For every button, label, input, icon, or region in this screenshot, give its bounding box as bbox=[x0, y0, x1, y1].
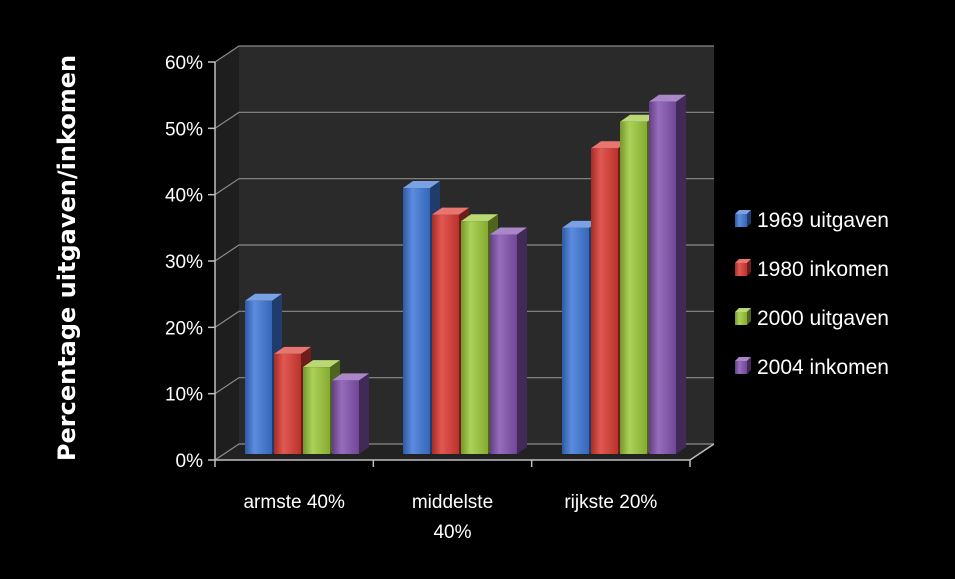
legend-swatch-top bbox=[735, 357, 751, 361]
y-tick-labels: 0% 10% 20% 30% 40% 50% 60% bbox=[165, 53, 203, 472]
legend-swatch bbox=[735, 214, 747, 227]
y-tick-label: 60% bbox=[165, 53, 203, 74]
legend-swatch-side bbox=[747, 357, 751, 374]
legend-swatch-side bbox=[747, 210, 751, 227]
bar-front bbox=[490, 234, 517, 454]
category-label: middelste bbox=[412, 492, 493, 513]
y-tick-label: 0% bbox=[176, 451, 204, 472]
bar-top bbox=[303, 360, 340, 368]
bar bbox=[649, 94, 686, 455]
legend-label: 2004 inkomen bbox=[757, 356, 889, 379]
legend-swatch-side bbox=[747, 259, 751, 276]
bar-front bbox=[562, 227, 589, 454]
gridline bbox=[214, 377, 714, 395]
gridline bbox=[214, 111, 714, 129]
gridline bbox=[214, 310, 714, 328]
gridline bbox=[214, 244, 714, 262]
x-axis-depth-line bbox=[689, 443, 715, 461]
bar-front bbox=[649, 101, 676, 455]
bar-top bbox=[649, 94, 686, 102]
bar-front bbox=[403, 188, 430, 455]
y-tick-label: 40% bbox=[165, 186, 203, 207]
bar-front bbox=[274, 353, 301, 454]
legend-swatch bbox=[735, 263, 747, 276]
gridlines bbox=[214, 45, 714, 461]
bar-front bbox=[461, 221, 488, 454]
bar-front bbox=[245, 300, 272, 454]
legend-swatch-top bbox=[735, 308, 751, 312]
bar-top bbox=[490, 227, 527, 235]
y-tick-label: 50% bbox=[165, 119, 203, 140]
category-label: armste 40% bbox=[243, 492, 344, 513]
bar-top bbox=[274, 346, 311, 354]
legend-swatch bbox=[735, 312, 747, 325]
legend-entry: 2004 inkomen bbox=[735, 356, 889, 379]
y-tick-label: 20% bbox=[165, 318, 203, 339]
gridline bbox=[214, 178, 714, 196]
category-label: rijkste 20% bbox=[564, 492, 657, 513]
bar-front bbox=[432, 214, 459, 454]
legend-swatch-top bbox=[735, 259, 751, 263]
bar-top bbox=[591, 141, 628, 149]
legend-swatch bbox=[735, 361, 747, 374]
bar-side bbox=[676, 94, 686, 455]
bar-top bbox=[403, 181, 440, 189]
bar-top bbox=[461, 214, 498, 222]
legend-label: 1969 uitgaven bbox=[757, 209, 889, 232]
bar bbox=[490, 227, 527, 454]
legend-entry: 1969 uitgaven bbox=[735, 209, 889, 232]
y-tick-label: 30% bbox=[165, 252, 203, 273]
legend: 1969 uitgaven 1980 inkomen 2000 uitgaven 20… bbox=[735, 209, 889, 379]
bar-top bbox=[332, 373, 369, 381]
legend-entry: 2000 uitgaven bbox=[735, 307, 889, 330]
bar-front bbox=[620, 121, 647, 454]
category-labels: armste 40% middelste 40% rijkste 20% bbox=[243, 492, 657, 543]
y-tick-label: 10% bbox=[165, 385, 203, 406]
bar-top bbox=[562, 220, 599, 228]
bar-side bbox=[517, 227, 527, 454]
category-label: 40% bbox=[433, 522, 471, 543]
bar-side bbox=[359, 373, 369, 454]
bar-front bbox=[332, 380, 359, 454]
bar-top bbox=[620, 114, 657, 122]
gridline bbox=[214, 443, 714, 461]
gridline bbox=[214, 45, 714, 63]
legend-entry: 1980 inkomen bbox=[735, 258, 889, 281]
bar bbox=[332, 373, 369, 454]
legend-swatch-side bbox=[747, 308, 751, 325]
y-axis-label: Percentage uitgaven/inkomen bbox=[53, 55, 81, 461]
legend-label: 2000 uitgaven bbox=[757, 307, 889, 330]
legend-swatch-top bbox=[735, 210, 751, 214]
bar-front bbox=[303, 367, 330, 454]
bar-top bbox=[245, 293, 282, 301]
bar-front bbox=[591, 148, 618, 454]
axes bbox=[208, 61, 715, 467]
bars bbox=[245, 94, 686, 455]
bar-top bbox=[432, 207, 469, 215]
legend-label: 1980 inkomen bbox=[757, 258, 889, 281]
